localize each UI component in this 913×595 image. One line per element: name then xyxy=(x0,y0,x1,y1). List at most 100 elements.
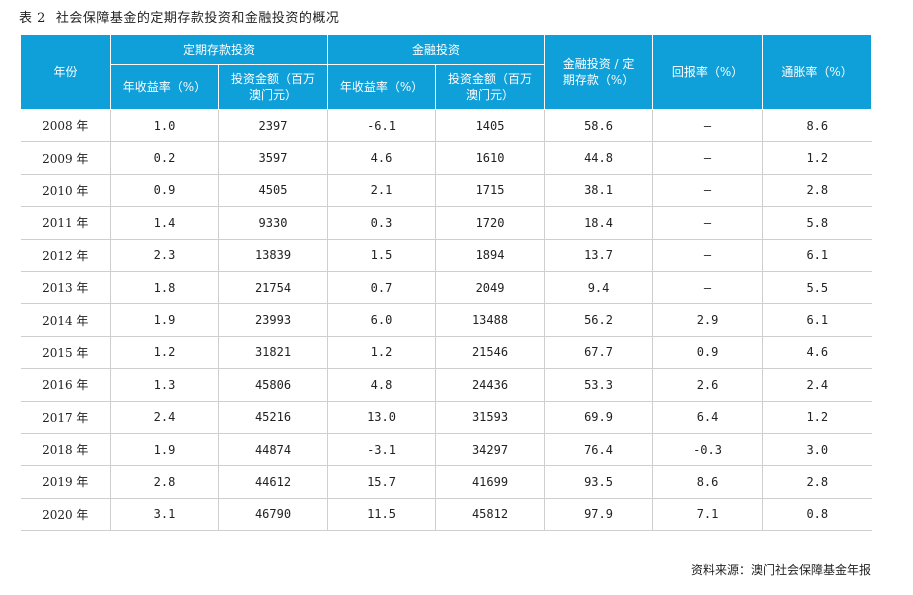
cell-year: 2010 年 xyxy=(20,174,111,208)
cell-finance-rate: 13.0 xyxy=(327,401,437,434)
cell-year: 2012 年 xyxy=(20,239,111,272)
cell-deposit-amount: 31821 xyxy=(218,336,329,370)
cell-deposit-amount: 3597 xyxy=(218,141,329,175)
table-row: 2020 年 3.1 46790 11.5 45812 97.9 7.1 0.8 xyxy=(20,498,872,532)
table-row: 2012 年 2.3 13839 1.5 1894 13.7 — 6.1 xyxy=(20,239,872,272)
cell-finance-amount: 1405 xyxy=(435,108,546,143)
cell-finance-rate: -3.1 xyxy=(327,433,437,467)
cell-deposit-rate: 1.0 xyxy=(110,108,219,143)
cell-deposit-amount: 4505 xyxy=(218,174,329,208)
cell-deposit-rate: 3.1 xyxy=(110,498,219,532)
cell-deposit-rate: 1.2 xyxy=(110,336,219,370)
cell-inflation: 6.1 xyxy=(762,239,872,272)
cell-deposit-rate: 2.3 xyxy=(110,239,219,272)
cell-return-rate: — xyxy=(652,108,764,143)
cell-deposit-amount: 21754 xyxy=(218,271,329,305)
cell-year: 2014 年 xyxy=(20,303,111,337)
cell-year: 2016 年 xyxy=(20,368,111,402)
cell-finance-rate: 0.7 xyxy=(327,271,437,305)
table-row: 2017 年 2.4 45216 13.0 31593 69.9 6.4 1.2 xyxy=(20,401,872,434)
cell-deposit-amount: 44874 xyxy=(218,433,329,467)
table-row: 2009 年 0.2 3597 4.6 1610 44.8 — 1.2 xyxy=(20,141,872,175)
cell-finance-rate: 1.5 xyxy=(327,239,437,272)
cell-deposit-rate: 1.4 xyxy=(110,206,219,240)
cell-finance-rate: 1.2 xyxy=(327,336,437,370)
cell-finance-amount: 13488 xyxy=(435,303,546,337)
cell-deposit-amount: 44612 xyxy=(218,465,329,499)
cell-return-rate: 8.6 xyxy=(652,465,764,499)
cell-finance-rate: 0.3 xyxy=(327,206,437,240)
cell-deposit-rate: 2.4 xyxy=(110,401,219,434)
cell-finance-amount: 2049 xyxy=(435,271,546,305)
cell-ratio: 44.8 xyxy=(544,141,654,175)
table-row: 2011 年 1.4 9330 0.3 1720 18.4 — 5.8 xyxy=(20,206,872,240)
cell-ratio: 76.4 xyxy=(544,433,654,467)
cell-year: 2020 年 xyxy=(20,498,111,532)
cell-finance-rate: -6.1 xyxy=(327,108,437,143)
cell-inflation: 3.0 xyxy=(762,433,872,467)
cell-finance-amount: 24436 xyxy=(435,368,546,402)
cell-deposit-rate: 1.9 xyxy=(110,303,219,337)
cell-inflation: 2.4 xyxy=(762,368,872,402)
cell-deposit-rate: 0.2 xyxy=(110,141,219,175)
cell-deposit-amount: 46790 xyxy=(218,498,329,532)
cell-finance-rate: 11.5 xyxy=(327,498,437,532)
cell-deposit-rate: 1.9 xyxy=(110,433,219,467)
header-ratio: 金融投资 / 定期存款（%） xyxy=(544,34,654,110)
cell-deposit-rate: 1.8 xyxy=(110,271,219,305)
cell-return-rate: — xyxy=(652,141,764,175)
table-number: 表 2 xyxy=(19,11,46,26)
cell-return-rate: 2.9 xyxy=(652,303,764,337)
cell-ratio: 18.4 xyxy=(544,206,654,240)
cell-inflation: 5.5 xyxy=(762,271,872,305)
cell-year: 2008 年 xyxy=(20,108,111,143)
cell-inflation: 6.1 xyxy=(762,303,872,337)
header-finance-amount: 投资金额（百万澳门元） xyxy=(435,64,546,110)
cell-deposit-amount: 23993 xyxy=(218,303,329,337)
cell-year: 2018 年 xyxy=(20,433,111,467)
header-deposit-group: 定期存款投资 xyxy=(109,34,329,65)
table-title: 社会保障基金的定期存款投资和金融投资的概况 xyxy=(55,11,340,26)
cell-finance-rate: 15.7 xyxy=(327,465,437,499)
cell-ratio: 13.7 xyxy=(544,239,654,272)
cell-year: 2015 年 xyxy=(20,336,111,370)
header-year: 年份 xyxy=(20,34,111,110)
cell-year: 2013 年 xyxy=(20,271,111,305)
table-row: 2008 年 1.0 2397 -6.1 1405 58.6 — 8.6 xyxy=(20,108,872,143)
cell-deposit-amount: 2397 xyxy=(218,108,329,143)
cell-finance-rate: 6.0 xyxy=(327,303,437,337)
cell-return-rate: — xyxy=(652,206,764,240)
cell-return-rate: — xyxy=(652,239,764,272)
cell-ratio: 38.1 xyxy=(544,174,654,208)
cell-return-rate: — xyxy=(652,174,764,208)
cell-ratio: 58.6 xyxy=(544,108,654,143)
header-finance-group: 金融投资 xyxy=(327,34,546,65)
cell-inflation: 2.8 xyxy=(762,174,872,208)
cell-return-rate: — xyxy=(652,271,764,305)
table-row: 2015 年 1.2 31821 1.2 21546 67.7 0.9 4.6 xyxy=(20,336,872,370)
cell-deposit-rate: 1.3 xyxy=(110,368,219,402)
cell-inflation: 4.6 xyxy=(762,336,872,370)
cell-ratio: 67.7 xyxy=(544,336,654,370)
header-finance-rate: 年收益率（%） xyxy=(327,64,437,110)
table-row: 2018 年 1.9 44874 -3.1 34297 76.4 -0.3 3.… xyxy=(20,433,872,467)
table-row: 2010 年 0.9 4505 2.1 1715 38.1 — 2.8 xyxy=(20,174,872,208)
cell-inflation: 1.2 xyxy=(762,401,872,434)
cell-ratio: 56.2 xyxy=(544,303,654,337)
header-deposit-rate: 年收益率（%） xyxy=(110,64,219,110)
source-note: 资料来源：澳门社会保障基金年报 xyxy=(690,563,871,577)
header-return-rate: 回报率（%） xyxy=(652,34,764,110)
cell-finance-amount: 41699 xyxy=(435,465,546,499)
cell-return-rate: 2.6 xyxy=(652,368,764,402)
header-deposit-amount: 投资金额（百万澳门元） xyxy=(217,64,329,110)
cell-deposit-amount: 45216 xyxy=(218,401,329,434)
table-caption: 表 2 社会保障基金的定期存款投资和金融投资的概况 xyxy=(19,7,339,26)
cell-deposit-rate: 0.9 xyxy=(110,174,219,208)
cell-finance-amount: 1715 xyxy=(435,174,546,208)
cell-return-rate: 6.4 xyxy=(652,401,764,434)
cell-inflation: 8.6 xyxy=(762,108,872,143)
cell-finance-rate: 2.1 xyxy=(327,174,437,208)
table-row: 2019 年 2.8 44612 15.7 41699 93.5 8.6 2.8 xyxy=(20,465,872,499)
cell-finance-amount: 1894 xyxy=(435,239,546,272)
cell-finance-amount: 45812 xyxy=(435,498,546,532)
